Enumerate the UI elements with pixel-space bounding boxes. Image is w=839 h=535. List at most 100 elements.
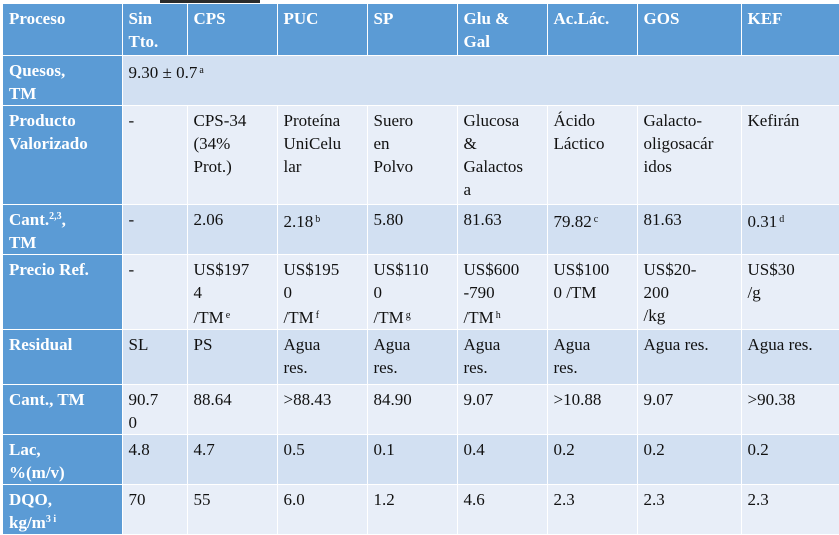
- table-cell: Galacto- oligosacár idos: [637, 105, 742, 205]
- footnote-mark: b: [315, 213, 321, 225]
- cell-value: 9.30 ± 0.7: [128, 62, 198, 82]
- cell-value: 84.90: [373, 389, 412, 409]
- cell-value: 81.63: [643, 209, 682, 229]
- table-cell: PS: [187, 329, 278, 385]
- header-text: Sin Tto.: [128, 9, 159, 51]
- footnote-mark: a: [199, 64, 204, 76]
- table-cell: 2.3: [637, 484, 742, 535]
- cell-value: 0.1: [373, 439, 395, 459]
- row-label-text: Residual: [9, 334, 73, 354]
- table-cell: Glucosa & Galactos a: [457, 105, 548, 205]
- cell-value: Proteína UniCelu lar: [283, 110, 342, 176]
- table-cell: US$30 /g: [741, 254, 839, 330]
- cell-value: SL: [128, 334, 149, 354]
- table-cell: 81.63: [637, 204, 742, 255]
- table-cell: 2.06: [187, 204, 278, 255]
- cell-value: 1.2: [373, 489, 395, 509]
- table-cell: 0.31 d: [741, 204, 839, 255]
- cell-value: Agua res.: [643, 334, 709, 354]
- table-cell: US$110 0 /TM g: [367, 254, 458, 330]
- cell-value: 55: [193, 489, 211, 509]
- table-row: DQO, kg/m3 i 70 55 6.0 1.2 4.6 2.3 2.3 2.3: [3, 484, 839, 535]
- cell-value: PS: [193, 334, 213, 354]
- cell-value: US$100 0 /TM: [553, 259, 610, 302]
- cell-value: 4.6: [463, 489, 485, 509]
- table-cell: Agua res.: [637, 329, 742, 385]
- footnote-mark: d: [779, 213, 785, 225]
- table-cell: 79.82 c: [547, 204, 638, 255]
- cell-value: 2.06: [193, 209, 224, 229]
- cell-value: Galacto- oligosacár idos: [643, 110, 714, 176]
- footnote-mark: c: [593, 213, 599, 225]
- label-superscript: 3 i: [45, 513, 57, 525]
- table-cell: US$20- 200 /kg: [637, 254, 742, 330]
- table-cell: Kefirán: [741, 105, 839, 205]
- cell-value: Agua res.: [553, 334, 591, 377]
- table-cell: 2.18 b: [277, 204, 368, 255]
- cell-value: >88.43: [283, 389, 332, 409]
- row-label: Lac, %(m/v): [3, 434, 123, 485]
- table-row: Precio Ref. - US$197 4 /TM e US$195 0 /TM f US…: [3, 254, 839, 330]
- row-label-text: Cant.: [9, 209, 50, 229]
- cell-value: 0.2: [553, 439, 575, 459]
- cell-value: 0.2: [747, 439, 769, 459]
- top-strip: [0, 0, 839, 6]
- table-cell: 4.7: [187, 434, 278, 485]
- row-label: Precio Ref.: [3, 254, 123, 330]
- row-label: Producto Valorizado: [3, 105, 123, 205]
- cell-value: 6.0: [283, 489, 305, 509]
- row-label: Quesos, TM: [3, 55, 123, 106]
- header-text: CPS: [193, 9, 226, 28]
- cell-value: Suero en Polvo: [373, 110, 414, 176]
- cell-value: 2.18: [283, 211, 314, 231]
- table-cell: Ácido Láctico: [547, 105, 638, 205]
- cell-value: 90.7 0: [128, 389, 159, 432]
- table-cell: 84.90: [367, 384, 458, 435]
- row-label-text: Precio Ref.: [9, 259, 89, 279]
- quesos-row: Quesos, TM 9.30 ± 0.7 a: [3, 55, 839, 106]
- table-cell: 9.07: [637, 384, 742, 435]
- header-text: Glu & Gal: [463, 9, 510, 51]
- header-cell: Ac.Lác.: [547, 4, 638, 56]
- header-cell: Proceso: [3, 4, 123, 56]
- table-cell: 1.2: [367, 484, 458, 535]
- table-cell: 2.3: [547, 484, 638, 535]
- header-cell: PUC: [277, 4, 368, 56]
- table-cell: 5.80: [367, 204, 458, 255]
- header-cell: Sin Tto.: [122, 4, 188, 56]
- cell-value: 81.63: [463, 209, 502, 229]
- row-label-text: Quesos, TM: [9, 60, 66, 103]
- table-cell: 6.0: [277, 484, 368, 535]
- cropped-caption-fragment: [160, 0, 260, 3]
- table-cell: US$195 0 /TM f: [277, 254, 368, 330]
- table-cell: Agua res.: [457, 329, 548, 385]
- table-row: Cant.2,3, TM -2.06 2.18 b 5.80 81.63 79.82 c 81.…: [3, 204, 839, 255]
- cell-value: US$110 0 /TM: [373, 259, 429, 327]
- cell-value: 4.7: [193, 439, 215, 459]
- cell-value: 79.82: [553, 211, 592, 231]
- row-label-text: Producto Valorizado: [9, 110, 88, 153]
- table-cell: >10.88: [547, 384, 638, 435]
- cell-value: 2.3: [643, 489, 665, 509]
- cell-value: 0.2: [643, 439, 665, 459]
- label-superscript: 2,3: [49, 210, 62, 222]
- cell-value: Ácido Láctico: [553, 110, 605, 153]
- cell-value: 4.8: [128, 439, 150, 459]
- table-cell: -: [122, 105, 188, 205]
- header-text: PUC: [283, 9, 319, 28]
- row-label-text: Lac, %(m/v): [9, 439, 65, 482]
- header-cell: CPS: [187, 4, 278, 56]
- row-label: Cant.2,3, TM: [3, 204, 123, 255]
- cell-value: 2.3: [747, 489, 769, 509]
- row-label: Cant., TM: [3, 384, 123, 435]
- footnote-mark: h: [495, 309, 501, 321]
- table-cell: US$197 4 /TM e: [187, 254, 278, 330]
- cell-value: >10.88: [553, 389, 602, 409]
- cell-value: 70: [128, 489, 146, 509]
- cell-value: 9.07: [463, 389, 494, 409]
- row-label: Residual: [3, 329, 123, 385]
- row-label-tail: , TM: [9, 209, 66, 252]
- cell-value: 9.07: [643, 389, 674, 409]
- header-cell: KEF: [741, 4, 839, 56]
